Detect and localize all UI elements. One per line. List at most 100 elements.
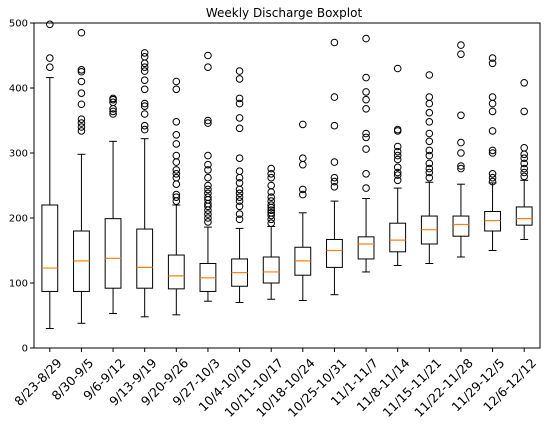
outlier-point [362, 73, 370, 82]
outlier-point [204, 189, 212, 198]
outlier-point [330, 121, 339, 130]
outlier-point [393, 151, 402, 160]
outlier-point [520, 164, 528, 173]
outlier-point [267, 181, 275, 190]
outlier-point [204, 160, 212, 169]
plot-marks [41, 20, 533, 329]
outlier-point [77, 28, 86, 37]
outlier-point [425, 146, 434, 155]
outlier-point [140, 121, 149, 130]
outlier-point [299, 120, 307, 129]
outlier-point [140, 125, 149, 134]
outlier-point [109, 94, 117, 103]
outlier-point [204, 193, 212, 201]
outlier-point [235, 124, 244, 133]
iqr-box [326, 238, 343, 268]
outlier-point [77, 127, 86, 135]
outlier-point [140, 49, 149, 57]
outlier-point [393, 142, 402, 151]
outlier-point [520, 107, 528, 116]
outlier-point [488, 177, 497, 186]
outlier-point [267, 206, 275, 214]
outlier-point [235, 75, 244, 83]
outlier-point [457, 149, 465, 157]
outlier-point [46, 63, 54, 71]
outlier-point [172, 193, 181, 201]
outlier-point [488, 59, 497, 68]
outlier-point [204, 119, 212, 127]
outlier-point [457, 41, 465, 49]
iqr-box [389, 222, 407, 253]
outlier-point [457, 50, 465, 59]
outlier-point [77, 119, 86, 127]
outlier-point [393, 163, 402, 172]
outlier-point [488, 107, 497, 116]
chart-title: Weekly Discharge Boxplot [206, 6, 363, 20]
outlier-point [393, 125, 402, 134]
outlier-point [172, 190, 181, 199]
outlier-point [46, 20, 54, 29]
outlier-point [299, 154, 307, 162]
iqr-box [41, 204, 59, 292]
outlier-point [204, 51, 212, 60]
outlier-point [235, 154, 244, 162]
outlier-point [204, 218, 212, 226]
box-group [136, 49, 154, 318]
outlier-point [204, 116, 212, 125]
outlier-point [172, 151, 181, 160]
outlier-point [172, 85, 181, 94]
outlier-point [362, 133, 370, 142]
outlier-point [77, 89, 86, 97]
outlier-point [520, 154, 528, 162]
outlier-point [204, 185, 212, 194]
outlier-point [172, 118, 181, 126]
outlier-point [425, 71, 434, 79]
outlier-point [393, 176, 402, 185]
outlier-point [362, 184, 370, 192]
box-group [104, 94, 122, 315]
y-tick-label: 400 [9, 84, 28, 95]
outlier-point [267, 211, 275, 220]
outlier-point [172, 166, 181, 174]
y-tick-label: 200 [9, 214, 28, 225]
outlier-point [425, 137, 434, 146]
outlier-point [204, 181, 212, 190]
box-group [231, 67, 248, 303]
outlier-point [362, 88, 370, 96]
outlier-point [267, 209, 275, 217]
outlier-point [393, 64, 402, 73]
outlier-point [488, 127, 497, 135]
outlier-point [77, 123, 86, 131]
outlier-point [299, 190, 307, 199]
box-group [357, 34, 375, 273]
outlier-point [235, 210, 244, 218]
outlier-point [204, 214, 212, 222]
iqr-box [515, 206, 533, 226]
outlier-point [267, 193, 275, 201]
outlier-point [235, 114, 244, 122]
outlier-point [235, 167, 244, 175]
plot-frame [33, 22, 541, 349]
iqr-box [136, 228, 154, 289]
y-tick-label: 100 [9, 279, 28, 290]
outlier-point [235, 215, 244, 224]
outlier-point [488, 173, 497, 182]
outlier-point [172, 140, 181, 148]
outlier-point [425, 129, 434, 138]
outlier-point [520, 168, 528, 177]
y-tick-label: 0 [22, 344, 28, 355]
outlier-point [140, 53, 149, 61]
outlier-point [204, 63, 212, 71]
outlier-point [362, 145, 370, 153]
box-group [484, 54, 501, 251]
outlier-point [46, 54, 54, 62]
outlier-point [457, 138, 465, 147]
outlier-point [362, 95, 370, 104]
outlier-point [140, 76, 149, 84]
outlier-point [267, 164, 275, 173]
outlier-point [330, 93, 339, 101]
outlier-point [330, 158, 339, 166]
outlier-point [204, 151, 212, 160]
